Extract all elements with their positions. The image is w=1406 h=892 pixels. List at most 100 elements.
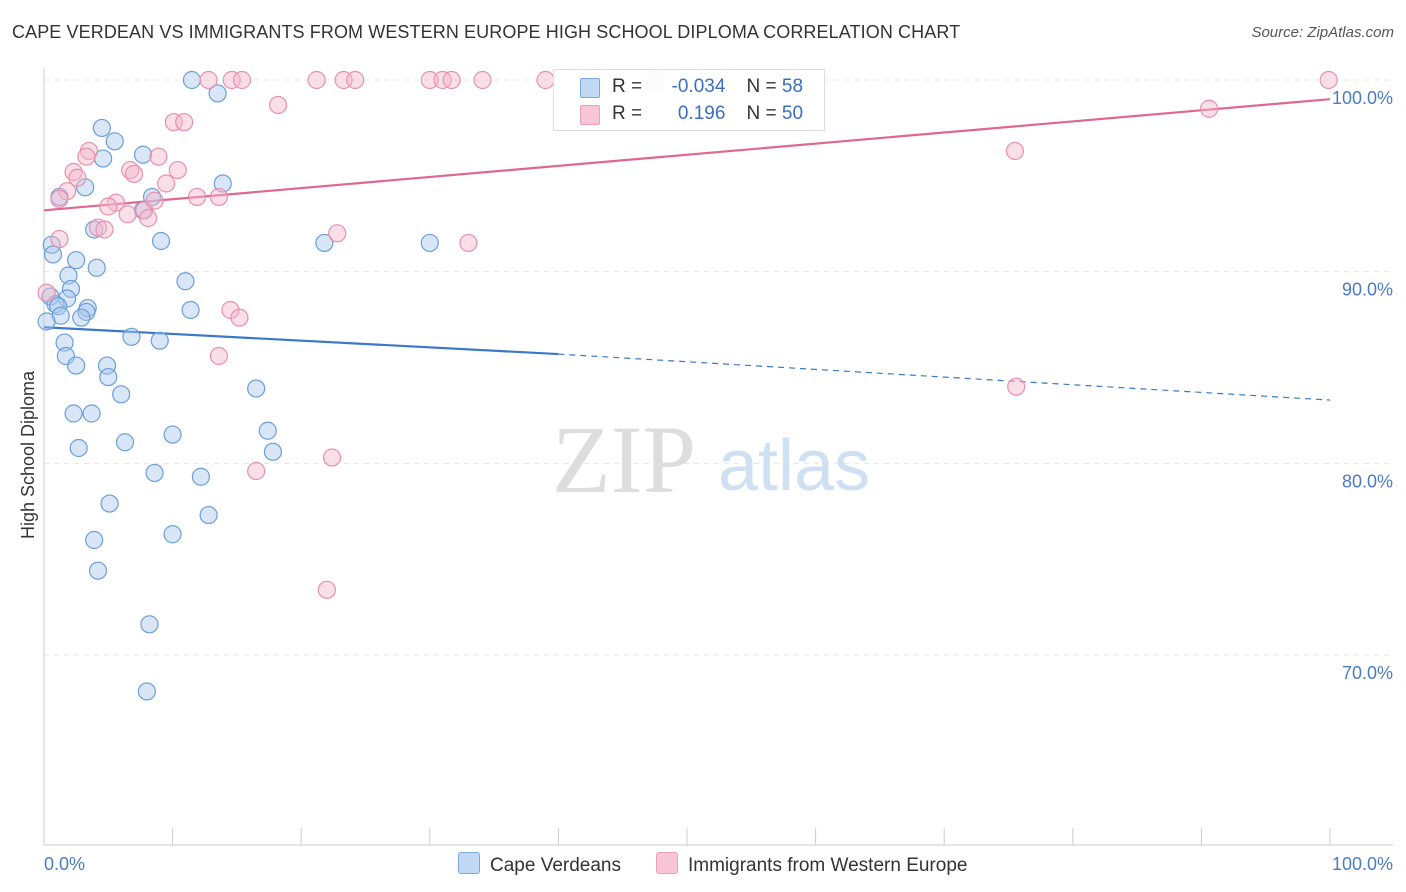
point-s1-27 (77, 302, 96, 322)
point-s2-6 (420, 70, 439, 90)
point-s2-3 (307, 70, 326, 90)
point-s2-44 (230, 308, 249, 327)
series-legend: Cape Verdeans Immigrants from Western Eu… (0, 852, 1406, 878)
point-s2-12 (1319, 70, 1338, 90)
point-s2-28 (50, 189, 69, 208)
point-s2-34 (118, 205, 137, 224)
point-s2-38 (95, 220, 114, 239)
trend-line-extension-1 (558, 353, 1331, 401)
legend-r-value-2: 0.196 (677, 103, 726, 124)
watermark-zip: ZIP (552, 406, 696, 513)
watermark: ZIP atlas (552, 406, 870, 513)
point-s2-45 (209, 346, 228, 366)
point-s2-27 (58, 182, 77, 201)
point-s1-17 (67, 251, 86, 270)
legend-item-cape-verdeans: Cape Verdeans (458, 852, 621, 877)
point-s1-51 (199, 505, 218, 525)
point-s1-32 (122, 327, 141, 346)
point-s2-42 (37, 283, 56, 302)
point-s2-29 (209, 187, 228, 207)
point-s2-8 (442, 70, 461, 90)
y-tick-label-2: 80.0% (1342, 471, 1393, 491)
point-s2-0 (199, 70, 218, 90)
point-s1-53 (163, 525, 182, 544)
legend-text-western-europe: R = 0.196 N = 50 (612, 103, 804, 124)
point-s1-12 (151, 231, 171, 251)
point-s1-44 (163, 425, 182, 444)
point-s2-37 (88, 218, 108, 237)
point-s1-0 (182, 70, 201, 90)
point-s1-42 (82, 404, 101, 423)
point-s2-18 (149, 147, 168, 166)
grid-lines (44, 79, 1393, 656)
axes (43, 68, 1393, 846)
point-s1-13 (315, 233, 334, 253)
point-s2-13 (268, 95, 288, 115)
point-s1-30 (72, 308, 91, 327)
point-s1-56 (137, 682, 156, 701)
y-tick-label-3: 70.0% (1342, 663, 1393, 683)
point-s2-25 (68, 168, 87, 187)
legend-swatch-bottom-1 (458, 852, 480, 874)
point-s1-3 (105, 132, 124, 151)
point-s1-21 (61, 279, 81, 299)
point-s1-52 (85, 530, 104, 550)
trend-line-2 (43, 98, 1331, 212)
point-s2-40 (50, 229, 69, 249)
x-tick-label-right: 100.0% (1332, 854, 1393, 874)
point-s1-7 (213, 174, 232, 193)
point-s1-36 (67, 356, 86, 375)
watermark-atlas: atlas (718, 426, 870, 506)
point-s2-22 (168, 160, 187, 180)
legend-swatch-cape-verdeans (580, 78, 600, 98)
y-tick-label-1: 90.0% (1342, 280, 1393, 300)
point-s2-2 (232, 70, 252, 90)
correlation-legend: R = -0.034 N = 58 R = 0.196 N = 50 (553, 69, 825, 131)
point-s1-20 (176, 272, 195, 291)
point-s2-5 (346, 70, 365, 90)
legend-n-value-2: 50 (781, 103, 804, 124)
point-s2-36 (145, 191, 164, 210)
point-s2-46 (1007, 377, 1026, 396)
trend-line-1 (43, 326, 559, 356)
chart-title: CAPE VERDEAN VS IMMIGRANTS FROM WESTERN … (12, 22, 961, 42)
point-s1-19 (59, 266, 78, 285)
legend-text-cape-verdeans: R = -0.034 N = 58 (612, 76, 804, 97)
trend-lines (43, 98, 1331, 401)
point-s1-34 (55, 333, 74, 352)
point-s1-43 (258, 421, 277, 440)
point-s2-48 (322, 448, 342, 467)
point-s1-46 (69, 438, 88, 458)
point-s1-39 (112, 385, 131, 404)
point-s2-20 (1005, 141, 1025, 161)
y-tick-labels: 100.0% 90.0% 80.0% 70.0% (1332, 88, 1393, 683)
point-s1-48 (145, 463, 164, 483)
point-s2-9 (473, 70, 492, 90)
legend-swatch-bottom-2 (656, 852, 678, 874)
point-s1-54 (88, 561, 108, 580)
point-s1-4 (133, 145, 153, 164)
x-tick-label-left: 0.0% (44, 854, 85, 874)
point-s1-6 (76, 178, 95, 197)
point-s2-30 (187, 187, 207, 207)
y-tick-label-0: 100.0% (1332, 88, 1393, 108)
point-s1-33 (150, 331, 169, 350)
legend-item-western-europe: Immigrants from Western Europe (656, 852, 967, 877)
source-label: Source: ZipAtlas.com (1251, 24, 1394, 41)
point-s2-35 (139, 208, 158, 228)
point-s1-38 (99, 367, 118, 387)
point-s1-31 (37, 312, 56, 331)
point-s1-37 (97, 356, 117, 375)
point-s1-40 (247, 379, 266, 398)
point-s2-16 (175, 113, 194, 132)
point-s2-32 (99, 197, 118, 216)
point-s1-45 (115, 433, 135, 452)
data-points (37, 70, 1338, 701)
point-s2-47 (247, 461, 266, 481)
point-s1-18 (87, 258, 106, 277)
legend-r-value-1: -0.034 (671, 76, 726, 97)
point-s1-47 (263, 442, 283, 461)
point-s2-15 (164, 113, 183, 132)
point-s1-55 (140, 615, 159, 634)
